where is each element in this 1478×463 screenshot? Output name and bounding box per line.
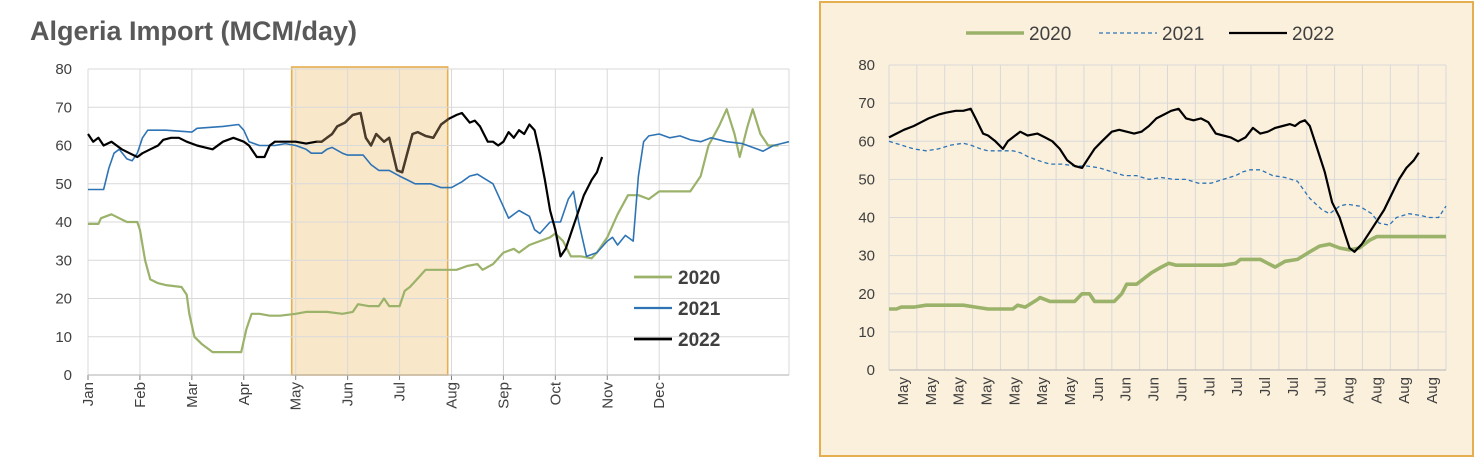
x-tick-label: Nov	[599, 382, 616, 409]
series-line-2021	[88, 123, 790, 258]
legend-label-2020: 2020	[678, 268, 720, 289]
detail-legend-label-2022: 2022	[1292, 24, 1334, 45]
legend-label-2021: 2021	[678, 299, 721, 320]
x-tick-label: Aug	[443, 382, 460, 409]
x-tick-label: Apr	[236, 382, 253, 405]
detail-series-line-2021	[888, 140, 1447, 226]
x-tick-label: Jun	[340, 382, 357, 406]
x-tick-label: Jun	[1118, 377, 1135, 401]
legend-label-2022: 2022	[678, 330, 720, 351]
x-tick-label: Jun	[1173, 377, 1190, 401]
x-tick-label: Jul	[1201, 377, 1218, 396]
detail-legend-label-2020: 2020	[1029, 24, 1071, 45]
y-tick-label: 20	[858, 286, 875, 303]
x-tick-label: Jul	[1285, 377, 1302, 396]
main-grid	[87, 68, 790, 376]
y-tick-label: 80	[858, 57, 875, 74]
main-chart: 0 10 20 30 40 50 60 70 80 Jan Feb Mar Apr May Jun Jul A…	[55, 61, 790, 411]
x-tick-label: Oct	[547, 381, 564, 405]
detail-y-axis: 0 10 20 30 40 50 60 70 80	[858, 57, 875, 379]
detail-grid	[888, 64, 1447, 371]
main-legend: 2020 2021 2022	[634, 268, 721, 351]
detail-x-axis: May May May May May May May Jun Jun Jun Jun Jul Jul J…	[889, 369, 1446, 406]
detail-legend: 2020 2021 2022	[966, 24, 1334, 45]
y-tick-label: 0	[64, 367, 72, 384]
x-tick-label: Jul	[1229, 377, 1246, 396]
x-tick-label: Jan	[80, 382, 97, 406]
x-tick-label: Jul	[1313, 377, 1330, 396]
highlight-region	[290, 66, 449, 376]
x-tick-label: Sep	[495, 382, 512, 409]
detail-legend-label-2021: 2021	[1162, 24, 1204, 45]
detail-series-line-2020	[889, 234, 1446, 311]
main-x-axis: Jan Feb Mar Apr May Jun Jul Aug Sep Oct Nov Dec	[80, 374, 789, 411]
x-tick-label: Aug	[1396, 377, 1413, 404]
y-tick-label: 40	[55, 214, 72, 231]
x-tick-label: May	[1062, 377, 1079, 406]
y-tick-label: 10	[55, 329, 72, 346]
x-tick-label: May	[288, 382, 305, 411]
x-tick-label: Aug	[1341, 377, 1358, 404]
detail-panel: 2020 2021 2022 0 10 20 30 40 50 60 70 80 May May May…	[819, 1, 1474, 457]
x-tick-label: Jun	[1146, 377, 1163, 401]
series-line-2020	[88, 108, 779, 354]
y-tick-label: 30	[55, 252, 72, 269]
x-tick-label: May	[951, 377, 968, 406]
x-tick-label: May	[1006, 377, 1023, 406]
x-tick-label: Dec	[651, 382, 668, 409]
x-tick-label: Jul	[1257, 377, 1274, 396]
y-tick-label: 70	[55, 99, 72, 116]
x-tick-label: May	[978, 377, 995, 406]
y-tick-label: 80	[55, 61, 72, 78]
x-tick-label: Feb	[132, 382, 149, 408]
y-tick-label: 30	[858, 248, 875, 265]
detail-series	[888, 107, 1447, 311]
chart-title: Algeria Import (MCM/day)	[30, 16, 358, 46]
y-tick-label: 60	[858, 133, 875, 150]
main-y-axis: 0 10 20 30 40 50 60 70 80	[55, 61, 72, 384]
x-tick-label: May	[895, 377, 912, 406]
x-tick-label: Aug	[1424, 377, 1441, 404]
y-tick-label: 40	[858, 210, 875, 227]
y-tick-label: 10	[858, 324, 875, 341]
y-tick-label: 50	[55, 176, 72, 193]
detail-series-line-2022	[888, 107, 1420, 253]
main-series	[87, 108, 790, 354]
y-tick-label: 50	[858, 171, 875, 188]
x-tick-label: Mar	[184, 382, 201, 408]
y-tick-label: 0	[867, 362, 875, 379]
x-tick-label: Jul	[392, 382, 409, 401]
y-tick-label: 70	[858, 95, 875, 112]
x-tick-label: Jun	[1090, 377, 1107, 401]
y-tick-label: 60	[55, 138, 72, 155]
x-tick-label: May	[1034, 377, 1051, 406]
x-tick-label: Aug	[1368, 377, 1385, 404]
series-line-2022-highlighted	[316, 111, 450, 174]
x-tick-label: May	[923, 377, 940, 406]
y-tick-label: 20	[55, 291, 72, 308]
